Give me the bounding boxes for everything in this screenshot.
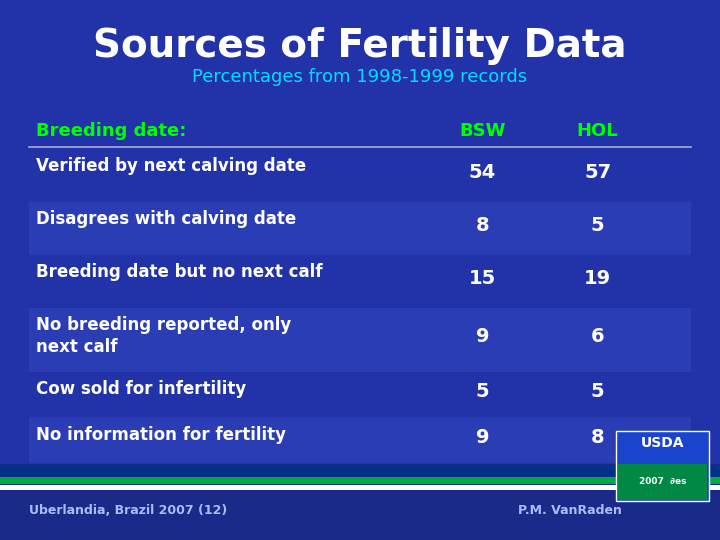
FancyBboxPatch shape: [616, 431, 709, 501]
FancyBboxPatch shape: [29, 372, 691, 417]
Text: Disagrees with calving date: Disagrees with calving date: [36, 210, 296, 228]
Text: Cow sold for infertility: Cow sold for infertility: [36, 380, 246, 397]
Text: 9: 9: [476, 327, 489, 347]
Text: Verified by next calving date: Verified by next calving date: [36, 157, 306, 175]
Text: BSW: BSW: [459, 122, 505, 139]
Text: 5: 5: [591, 216, 604, 235]
Text: P.M. VanRaden: P.M. VanRaden: [518, 504, 622, 517]
Text: USDA: USDA: [641, 436, 684, 450]
Text: No breeding reported, only
next calf: No breeding reported, only next calf: [36, 316, 292, 356]
FancyBboxPatch shape: [29, 149, 691, 202]
Text: Sources of Fertility Data: Sources of Fertility Data: [94, 27, 626, 65]
Text: Uberlandia, Brazil 2007 (12): Uberlandia, Brazil 2007 (12): [29, 504, 227, 517]
FancyBboxPatch shape: [29, 308, 691, 372]
FancyBboxPatch shape: [0, 477, 720, 484]
Text: 8: 8: [591, 428, 604, 447]
Text: 9: 9: [476, 428, 489, 447]
Text: No information for fertility: No information for fertility: [36, 426, 286, 443]
Text: 54: 54: [469, 163, 496, 183]
FancyBboxPatch shape: [0, 485, 720, 490]
FancyBboxPatch shape: [29, 417, 691, 463]
FancyBboxPatch shape: [29, 255, 691, 308]
Text: Breeding date:: Breeding date:: [36, 122, 186, 139]
Text: 5: 5: [476, 382, 489, 401]
Text: 6: 6: [591, 327, 604, 347]
Text: 19: 19: [584, 269, 611, 288]
FancyBboxPatch shape: [0, 476, 720, 540]
Text: 8: 8: [476, 216, 489, 235]
FancyBboxPatch shape: [0, 465, 720, 476]
Text: 57: 57: [584, 163, 611, 183]
FancyBboxPatch shape: [0, 464, 720, 476]
FancyBboxPatch shape: [29, 202, 691, 255]
Text: Percentages from 1998-1999 records: Percentages from 1998-1999 records: [192, 68, 528, 85]
Text: 2007  ∂es: 2007 ∂es: [639, 477, 686, 486]
Text: 15: 15: [469, 269, 496, 288]
Text: 5: 5: [591, 382, 604, 401]
Text: Breeding date but no next calf: Breeding date but no next calf: [36, 263, 323, 281]
Text: HOL: HOL: [577, 122, 618, 139]
FancyBboxPatch shape: [618, 464, 707, 500]
